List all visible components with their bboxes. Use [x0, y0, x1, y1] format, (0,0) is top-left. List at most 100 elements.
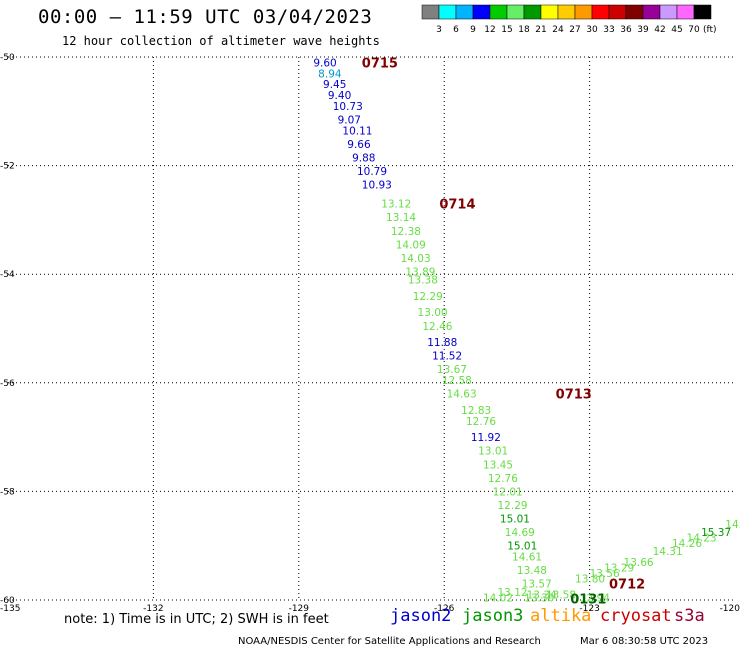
time-label: 0714	[439, 198, 475, 213]
wave-height-value: 11.92	[471, 432, 501, 444]
wave-height-value: 9.60	[313, 57, 336, 69]
legend-label: 27	[569, 25, 580, 35]
wave-height-value: 13.66	[624, 557, 654, 569]
wave-height-value: 12.58	[442, 375, 472, 387]
map-subtitle: 12 hour collection of altimeter wave hei…	[62, 34, 380, 48]
time-label: 0131	[570, 592, 606, 607]
satellite-altika: altika	[530, 606, 592, 626]
wave-height-value: 13.45	[483, 459, 513, 471]
lon-tick-label: -123	[579, 604, 599, 612]
satellite-jason2: jason2	[390, 606, 452, 626]
legend-label: 30	[586, 25, 598, 35]
legend-label: 39	[637, 25, 649, 35]
lon-tick-label: -132	[143, 604, 163, 612]
wave-height-value: 13.12	[498, 587, 528, 599]
legend-label: 12	[484, 25, 495, 35]
wave-height-value: 14.31	[653, 546, 683, 558]
wave-height-value: 12.38	[391, 226, 421, 238]
wave-height-value: 13.56	[590, 568, 620, 580]
time-label: 0713	[556, 388, 592, 403]
wave-height-value: 9.45	[323, 79, 346, 91]
wave-height-value: 13.34	[527, 590, 557, 602]
wave-height-value: 13.57	[522, 579, 552, 591]
wave-height-value: 9.07	[338, 114, 361, 126]
wave-height-value: 12.94	[580, 592, 610, 604]
legend-label: 36	[620, 25, 632, 35]
footer-credit: NOAA/NESDIS Center for Satellite Applica…	[238, 636, 541, 647]
legend-label: 3	[436, 25, 442, 35]
footnote: note: 1) Time is in UTC; 2) SWH is in fe…	[64, 612, 329, 627]
map-title: 00:00 – 11:59 UTC 03/04/2023	[38, 6, 373, 28]
map-gridlines	[8, 56, 735, 601]
wave-height-value: 12.01	[493, 486, 523, 498]
wave-height-value: 14.03	[401, 253, 431, 265]
wave-height-value: 13.14	[386, 212, 416, 224]
wave-height-value: 15.37	[701, 527, 731, 539]
wave-height-value: 13.58	[546, 590, 576, 602]
wave-height-value: 13.38	[408, 275, 438, 287]
wave-height-value: 10.73	[333, 101, 363, 113]
wave-height-value: 12.46	[422, 321, 452, 333]
lat-tick-label: -60	[0, 596, 15, 606]
legend-label: 18	[518, 25, 530, 35]
wave-height-value: 11.52	[432, 351, 462, 363]
lon-tick-label: -135	[0, 604, 20, 612]
wave-height-value: 14.69	[505, 527, 535, 539]
legend-label: 15	[501, 25, 512, 35]
wave-height-value: 13.29	[604, 562, 634, 574]
lat-tick-label: -58	[0, 487, 15, 497]
wave-height-value: 14.02	[483, 592, 513, 604]
wave-height-value: 8.94	[318, 68, 342, 80]
legend-label: 45	[671, 25, 682, 35]
legend-label: 42	[654, 25, 665, 35]
lat-tick-label: -52	[0, 162, 15, 172]
wave-height-value: 10.11	[342, 125, 372, 137]
wave-height-value: 13.00	[418, 307, 448, 319]
lat-tick-label: -56	[0, 379, 15, 389]
wave-height-value: 15.01	[507, 541, 537, 553]
lon-tick-label: -120	[720, 604, 740, 612]
legend-label: 24	[552, 25, 564, 35]
wave-height-value: 13.80	[575, 573, 605, 585]
legend-label: 6	[453, 25, 459, 35]
wave-height-value: 11.88	[427, 337, 457, 349]
footer-timestamp: Mar 6 08:30:58 UTC 2023	[580, 636, 709, 647]
wave-height-value: 14.26	[672, 538, 702, 550]
wave-height-value: 12.29	[413, 291, 443, 303]
wave-height-value: 13.01	[478, 446, 508, 458]
legend-label: 21	[535, 25, 546, 35]
wave-height-value: 14.09	[396, 239, 426, 251]
wave-height-value: 9.88	[352, 152, 375, 164]
wave-height-value: 10.93	[362, 180, 392, 192]
wave-height-value: 13.67	[437, 364, 467, 376]
wave-height-value: 12.76	[488, 473, 518, 485]
wave-height-value: 9.66	[347, 139, 371, 151]
time-label: 0712	[609, 578, 645, 593]
satellite-cryosat: cryosat	[600, 606, 672, 626]
legend-label: 9	[470, 25, 476, 35]
wave-height-value: 12.83	[461, 405, 491, 417]
latitude-labels: -50 -52 -54 -56 -58 -60	[0, 53, 15, 606]
lat-tick-label: -54	[0, 270, 15, 280]
satellite-jason3: jason3	[462, 606, 524, 626]
wave-height-value: 14.63	[447, 389, 477, 401]
wave-height-value: 10.79	[357, 166, 387, 178]
wave-height-value: 12.29	[498, 500, 528, 512]
longitude-labels: -135 -132 -129 -126 -123 -120	[0, 604, 740, 612]
wave-height-value: 14.23	[687, 533, 717, 545]
wave-height-value: 13.48	[517, 565, 547, 577]
wave-height-value: 9.40	[328, 90, 351, 102]
legend-label: 33	[603, 25, 614, 35]
color-legend: 3 6 9 12 15 18 21 24 27 30 33 36 39 42 45 70 (ft)	[421, 4, 717, 35]
lat-tick-label: -50	[0, 53, 15, 63]
wave-height-value: 14.61	[512, 552, 542, 564]
wave-height-map: -50-52-54-56-58-60 -135 -132 -129 -126 -123-…	[0, 53, 740, 612]
lon-tick-label: -126	[434, 604, 455, 612]
wave-height-value: 13.89	[405, 266, 435, 278]
wave-height-value: 12.76	[466, 416, 496, 428]
legend-label: 70	[688, 25, 700, 35]
wave-height-value: 13.30	[524, 592, 554, 604]
